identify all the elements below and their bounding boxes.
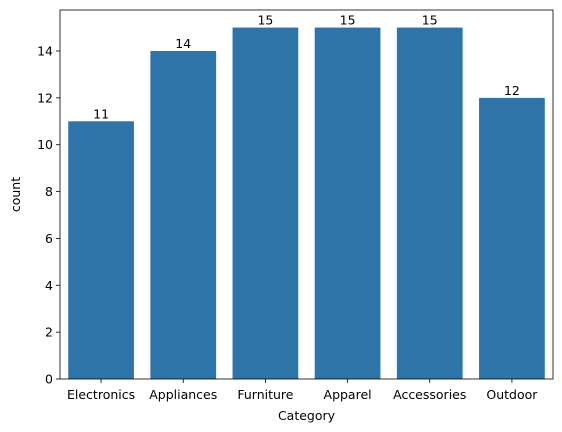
y-tick-label: 14 [37,44,53,59]
y-tick-label: 10 [37,137,53,152]
y-axis: 0 2 4 6 8 10 12 14 [37,44,60,387]
data-label-furniture: 15 [257,13,273,28]
y-axis-label: count [8,177,23,212]
data-label-electronics: 11 [93,106,109,121]
data-label-apparel: 15 [340,13,356,28]
data-labels-group: 11 14 15 15 15 12 [93,13,520,122]
y-tick-label: 4 [45,278,53,293]
y-tick-label: 0 [45,372,53,387]
bar-apparel [314,27,381,379]
y-tick-label: 8 [45,184,53,199]
y-tick-label: 12 [37,90,53,105]
x-tick-label: Appliances [149,387,217,402]
bar-outdoor [479,97,545,379]
bar-accessories [396,27,463,379]
x-axis-label: Category [278,408,336,423]
x-tick-label: Outdoor [486,387,538,402]
x-tick-label: Furniture [237,387,293,402]
data-label-outdoor: 12 [504,83,520,98]
bar-furniture [232,27,299,379]
bar-electronics [68,121,134,380]
x-axis: Electronics Appliances Furniture Apparel Acc… [67,379,538,402]
x-tick-label: Electronics [67,387,135,402]
bars-group [68,27,545,380]
data-label-accessories: 15 [422,13,438,28]
bar-appliances [150,51,217,379]
y-tick-label: 2 [45,325,53,340]
y-tick-label: 6 [45,231,53,246]
plot-frame [59,9,554,380]
x-tick-label: Apparel [324,387,372,402]
data-label-appliances: 14 [175,36,191,51]
x-tick-label: Accessories [393,387,466,402]
